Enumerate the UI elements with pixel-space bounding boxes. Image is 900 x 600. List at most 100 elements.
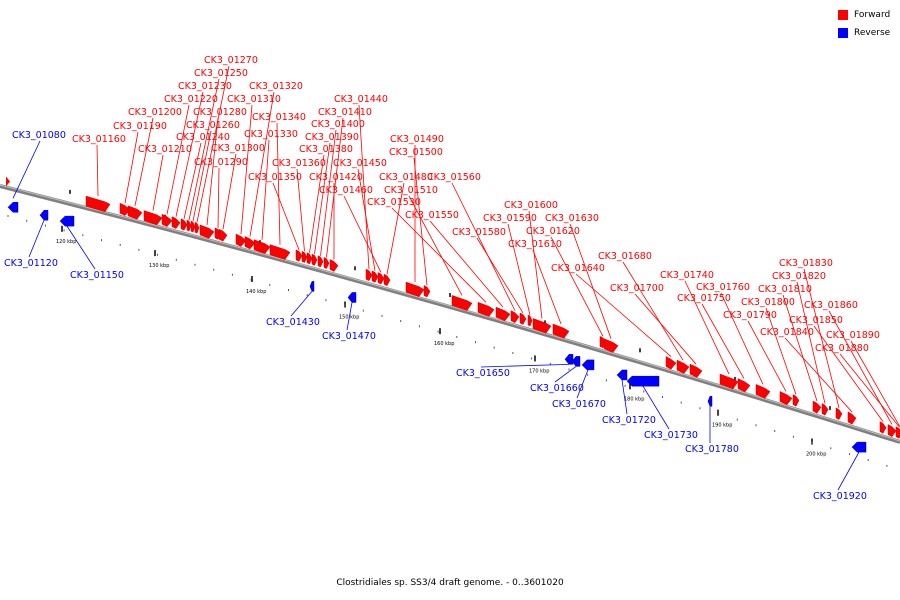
forward-gene-label: CK3_01640 — [551, 263, 605, 274]
forward-gene-arrow — [329, 259, 339, 272]
forward-gene-arrow — [887, 424, 897, 438]
reverse-gene-label: CK3_01150 — [70, 270, 124, 281]
tick-label: 130 kbp — [149, 263, 169, 269]
figure-caption: Clostridiales sp. SS3/4 draft genome. - … — [336, 578, 564, 588]
forward-gene-arrow — [218, 228, 228, 242]
forward-gene-label: CK3_01390 — [305, 132, 359, 143]
forward-gene-arrow — [532, 318, 552, 334]
forward-gene-arrow — [835, 407, 843, 420]
reverse-gene-arrow — [564, 354, 574, 365]
forward-gene-label: CK3_01610 — [508, 239, 562, 250]
forward-gene-arrow — [143, 210, 163, 226]
reverse-gene-arrow — [7, 202, 19, 213]
forward-gene-label: CK3_01300 — [211, 143, 265, 154]
forward-gene-label: CK3_01340 — [252, 112, 306, 123]
forward-gene-label: CK3_01230 — [178, 81, 232, 92]
forward-gene-label: CK3_01480 — [379, 172, 433, 183]
reverse-gene-label: CK3_01660 — [530, 383, 584, 394]
tick-label: 120 kbp — [56, 239, 76, 245]
forward-gene-label: CK3_01590 — [483, 213, 537, 224]
forward-gene-label: CK3_01700 — [610, 283, 664, 294]
tick-label: 140 kbp — [246, 289, 266, 295]
reverse-gene-label: CK3_01720 — [602, 415, 656, 426]
forward-gene-arrow — [311, 253, 318, 266]
legend-forward-label: Forward — [854, 10, 891, 20]
forward-gene-label: CK3_01270 — [204, 55, 258, 66]
forward-gene-arrow — [451, 295, 473, 311]
label-connectors — [12, 65, 900, 491]
forward-gene-label: CK3_01890 — [826, 330, 880, 341]
forward-gene-label: CK3_01410 — [318, 107, 372, 118]
reverse-gene-label: CK3_01120 — [4, 258, 58, 269]
forward-gene-label: CK3_01850 — [789, 315, 843, 326]
forward-gene-arrow — [186, 219, 192, 232]
forward-gene-arrow — [317, 255, 324, 268]
forward-gene-arrow — [323, 256, 330, 269]
forward-gene-arrow — [295, 249, 303, 262]
forward-gene-label: CK3_01420 — [309, 172, 363, 183]
forward-gene-label: CK3_01740 — [660, 270, 714, 281]
reverse-gene-label: CK3_01080 — [12, 130, 66, 141]
reverse-gene-arrow — [571, 356, 581, 367]
forward-gene-label: CK3_01750 — [677, 293, 731, 304]
forward-gene-arrow — [171, 216, 181, 229]
legend-reverse: Reverse — [838, 26, 890, 40]
forward-gene-label: CK3_01310 — [227, 94, 281, 105]
forward-gene-label: CK3_01360 — [272, 158, 326, 169]
forward-gene-arrow — [552, 323, 570, 339]
forward-gene-label: CK3_01210 — [138, 144, 192, 155]
forward-gene-label: CK3_01630 — [545, 213, 599, 224]
forward-gene-label: CK3_01490 — [390, 134, 444, 145]
forward-gene-label: CK3_01500 — [389, 147, 443, 158]
tick-label: 160 kbp — [434, 341, 454, 347]
gene-arrows — [6, 176, 900, 453]
forward-gene-arrow — [755, 384, 771, 399]
forward-gene-arrow — [689, 363, 703, 378]
forward-gene-arrow — [301, 250, 308, 263]
forward-gene-label: CK3_01530 — [367, 197, 421, 208]
forward-gene-label: CK3_01220 — [164, 94, 218, 105]
forward-gene-arrow — [821, 403, 829, 416]
forward-gene-arrow — [180, 218, 188, 231]
forward-gene-arrow — [812, 400, 822, 414]
forward-gene-label: CK3_01240 — [176, 132, 230, 143]
forward-gene-label: CK3_01830 — [779, 258, 833, 269]
forward-gene-arrow — [879, 421, 887, 434]
forward-gene-label: CK3_01790 — [723, 310, 777, 321]
reverse-gene-label: CK3_01920 — [813, 491, 867, 502]
reverse-gene-arrow — [309, 281, 315, 292]
forward-gene-arrow — [377, 272, 385, 285]
forward-gene-label: CK3_01620 — [526, 226, 580, 237]
reverse-swatch — [838, 28, 848, 38]
forward-gene-label: CK3_01560 — [427, 172, 481, 183]
forward-gene-arrow — [244, 236, 256, 250]
forward-swatch — [838, 10, 848, 20]
forward-gene-label: CK3_01550 — [405, 210, 459, 221]
forward-gene-arrow — [253, 239, 271, 254]
forward-gene-arrow — [495, 306, 511, 322]
forward-gene-label: CK3_01840 — [760, 327, 814, 338]
forward-gene-arrow — [779, 391, 793, 406]
forward-gene-arrow — [85, 195, 111, 213]
forward-gene-arrow — [194, 221, 200, 234]
reverse-gene-label: CK3_01730 — [644, 430, 698, 441]
forward-gene-label: CK3_01190 — [113, 121, 167, 132]
forward-gene-label: CK3_01810 — [758, 284, 812, 295]
forward-gene-arrow — [895, 426, 900, 439]
forward-gene-label: CK3_01350 — [248, 172, 302, 183]
forward-gene-arrow — [519, 312, 527, 325]
reverse-gene-label: CK3_01650 — [456, 368, 510, 379]
genome-backbone — [0, 184, 900, 444]
reverse-gene-arrow — [581, 359, 595, 371]
gene-labels: CK3_01160CK3_01190CK3_01200CK3_01210CK3_… — [4, 55, 880, 502]
forward-gene-label: CK3_01160 — [72, 134, 126, 145]
forward-gene-arrow — [737, 378, 751, 393]
forward-gene-label: CK3_01330 — [244, 129, 298, 140]
tick-label: 190 kbp — [712, 423, 732, 429]
forward-gene-label: CK3_01760 — [696, 282, 750, 293]
forward-gene-label: CK3_01880 — [815, 343, 869, 354]
forward-gene-arrow — [665, 356, 677, 370]
reverse-gene-arrow — [59, 215, 75, 227]
reverse-gene-label: CK3_01670 — [552, 399, 606, 410]
